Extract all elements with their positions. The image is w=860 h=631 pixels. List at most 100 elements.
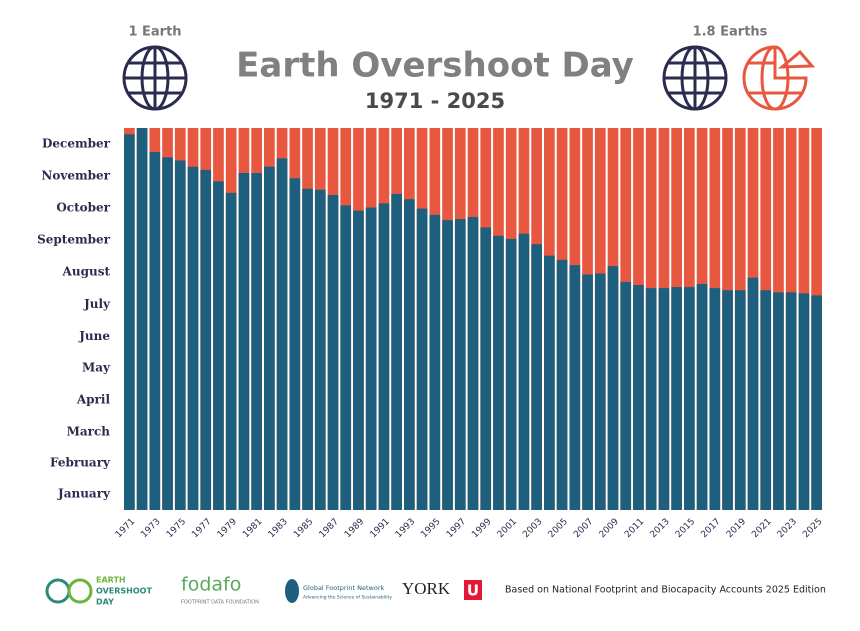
bar <box>289 178 301 511</box>
x-tick-label: 1977 <box>190 517 213 540</box>
y-tick-label: April <box>76 393 111 407</box>
bar <box>696 283 708 510</box>
bar <box>773 292 784 510</box>
logo-text: fodafo <box>181 574 241 596</box>
x-tick-label: 2001 <box>496 517 519 540</box>
bar <box>467 216 479 510</box>
x-tick-label: 1971 <box>114 517 137 540</box>
bar <box>709 288 721 510</box>
x-tick-label: 2021 <box>750 517 773 540</box>
bar <box>620 281 632 510</box>
x-tick-label: 1997 <box>445 517 468 540</box>
bar <box>276 158 288 510</box>
bar <box>671 287 682 510</box>
partial-globe-icon <box>742 45 816 111</box>
bar <box>314 189 326 511</box>
x-tick-label: 2019 <box>725 517 748 540</box>
bar <box>416 208 428 510</box>
logo-text: OVERSHOOT <box>96 587 152 596</box>
bar <box>734 290 746 510</box>
y-tick-label: September <box>37 232 111 246</box>
x-tick-label: 1999 <box>470 517 493 540</box>
bar <box>162 157 173 510</box>
bar <box>582 274 593 510</box>
y-tick-label: March <box>67 425 111 439</box>
bar <box>798 293 810 510</box>
bar <box>251 173 262 510</box>
bar <box>569 265 581 510</box>
bar <box>518 233 530 511</box>
logo-text: Advancing the Science of Sustainability <box>303 595 392 601</box>
bar <box>722 290 733 510</box>
bar <box>454 219 466 510</box>
bar <box>225 192 237 510</box>
bar <box>238 173 250 510</box>
bar <box>747 277 759 510</box>
x-tick-label: 1975 <box>165 517 188 540</box>
logo-text: YORK <box>402 579 451 598</box>
bar <box>213 181 224 510</box>
x-tick-label: 1987 <box>318 517 341 540</box>
logo-footprint <box>285 579 299 603</box>
bar <box>378 203 390 510</box>
globe-icon <box>662 45 728 111</box>
bar <box>505 238 517 510</box>
bar <box>302 188 313 511</box>
y-tick-label: February <box>50 455 111 469</box>
bar <box>365 207 377 510</box>
y-tick-label: June <box>78 329 110 343</box>
bar <box>785 292 797 510</box>
logo-text: EARTH <box>96 576 126 585</box>
annotation: 1 Earth <box>128 25 181 40</box>
logo-text: Global Footprint Network <box>303 584 385 592</box>
logo-text: U <box>467 582 479 600</box>
bar <box>124 134 135 510</box>
bar <box>200 169 212 510</box>
bar <box>327 194 339 510</box>
x-tick-label: 1983 <box>267 517 290 540</box>
bar <box>340 205 352 510</box>
y-tick-label: August <box>62 264 111 278</box>
x-tick-label: 1985 <box>292 517 315 540</box>
y-tick-label: January <box>57 486 111 500</box>
bar <box>480 227 492 510</box>
chart-subtitle: 1971 - 2025 <box>365 89 505 113</box>
bar <box>633 284 644 510</box>
source-note: Based on National Footprint and Biocapac… <box>505 585 826 596</box>
x-tick-label: 2003 <box>521 517 544 540</box>
bar <box>493 235 504 511</box>
bar <box>544 255 555 510</box>
chart-title: Earth Overshoot Day <box>236 46 634 86</box>
bar <box>442 220 453 510</box>
x-tick-label: 1989 <box>343 517 366 540</box>
x-tick-label: 2025 <box>801 517 824 540</box>
x-tick-label: 2015 <box>674 517 697 540</box>
bar <box>149 152 161 510</box>
x-tick-label: 2017 <box>699 517 722 540</box>
x-tick-label: 2007 <box>572 517 595 540</box>
bar <box>760 290 772 510</box>
bar <box>607 266 619 510</box>
bar <box>136 128 148 510</box>
y-tick-label: December <box>42 137 111 151</box>
x-tick-label: 2009 <box>598 517 621 540</box>
bar <box>594 273 606 510</box>
bar <box>684 287 695 510</box>
x-tick-label: 1979 <box>216 517 239 540</box>
x-tick-label: 2023 <box>776 517 799 540</box>
bar <box>174 160 186 510</box>
y-tick-label: October <box>56 201 110 215</box>
x-tick-label: 2011 <box>623 517 646 540</box>
y-tick-label: July <box>83 297 111 311</box>
logo-text: FOOTPRINT DATA FOUNDATION <box>181 600 259 606</box>
logo-eod: EARTH OVERSHOOT DAY <box>45 576 152 607</box>
globe-icon <box>122 45 188 111</box>
x-tick-label: 1995 <box>419 517 442 540</box>
x-tick-label: 1993 <box>394 517 417 540</box>
x-tick-label: 1973 <box>139 517 162 540</box>
bar <box>429 214 441 510</box>
bar <box>187 166 199 511</box>
x-tick-label: 2005 <box>547 517 570 540</box>
bar <box>264 166 275 511</box>
